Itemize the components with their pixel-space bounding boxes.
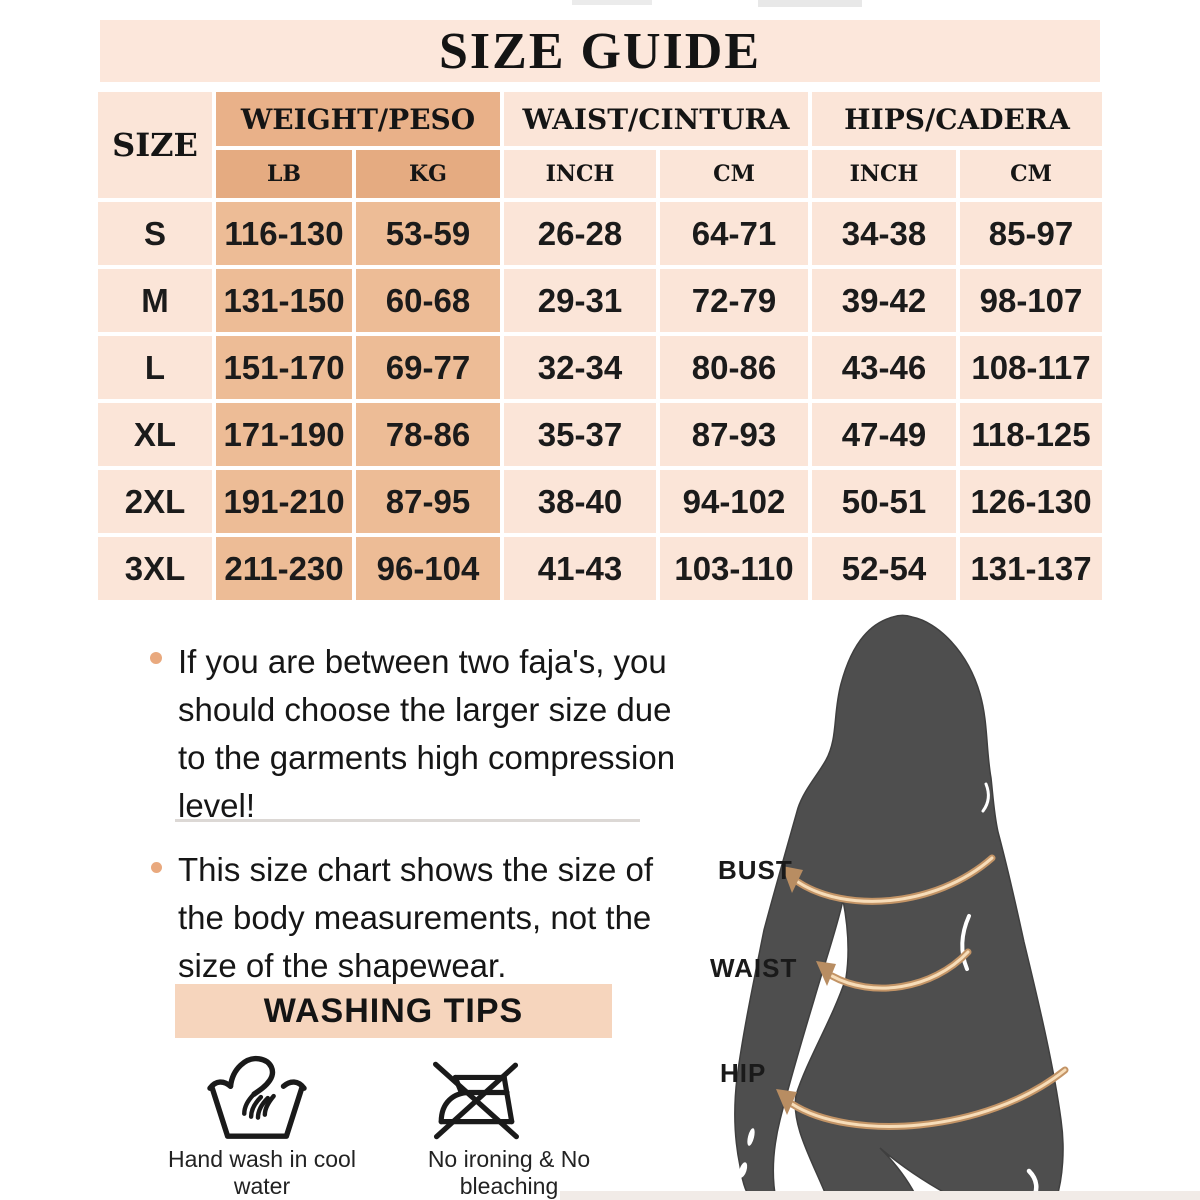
waist-label: WAIST — [710, 953, 798, 983]
hair-gap-line — [981, 782, 990, 813]
table-cell: 64-71 — [660, 202, 808, 265]
col-group-weight: WEIGHT/PESO — [216, 92, 500, 146]
arrowhead — [782, 866, 803, 893]
size-label: 2XL — [98, 470, 212, 533]
table-cell: 34-38 — [812, 202, 956, 265]
table-cell: 60-68 — [356, 269, 500, 332]
notes-divider — [175, 819, 640, 822]
hair-gap-line — [780, 744, 791, 776]
note-sizing-advice: If you are between two faja's, you shoul… — [178, 643, 676, 824]
col-header-hips-inch: INCH — [812, 150, 956, 198]
col-header-waist-inch: INCH — [504, 150, 656, 198]
table-cell: 171-190 — [216, 403, 352, 466]
size-label: 3XL — [98, 537, 212, 600]
table-cell: 69-77 — [356, 336, 500, 399]
finger-gap — [747, 1128, 755, 1146]
table-cell: 87-95 — [356, 470, 500, 533]
table-cell: 35-37 — [504, 403, 656, 466]
col-header-kg: KG — [356, 150, 500, 198]
table-cell: 32-34 — [504, 336, 656, 399]
table-cell: 50-51 — [812, 470, 956, 533]
col-group-hips: HIPS/CADERA — [812, 92, 1102, 146]
size-label: S — [98, 202, 212, 265]
female-silhouette — [734, 614, 1064, 1200]
table-cell: 118-125 — [960, 403, 1102, 466]
size-label: M — [98, 269, 212, 332]
arrowhead — [816, 961, 836, 986]
bullet-icon — [151, 862, 162, 873]
col-header-hips-cm: CM — [960, 150, 1102, 198]
finger-gap — [738, 1162, 748, 1178]
table-cell: 131-150 — [216, 269, 352, 332]
table-cell: 151-170 — [216, 336, 352, 399]
washing-tips-title: WASHING TIPS — [263, 991, 524, 1030]
hip-measure-arc — [776, 1066, 1069, 1130]
table-cell: 72-79 — [660, 269, 808, 332]
table-cell: 39-42 — [812, 269, 956, 332]
female-silhouette-figure — [734, 614, 1069, 1200]
note-body-measurements: This size chart shows the size of the bo… — [178, 851, 654, 984]
bust-measure-arc — [782, 854, 996, 905]
top-edge-artifact — [572, 0, 652, 5]
armpit-separation-line — [960, 914, 971, 971]
page-title: SIZE GUIDE — [439, 22, 761, 80]
bust-label: BUST — [718, 855, 793, 885]
table-cell: 191-210 — [216, 470, 352, 533]
table-cell: 29-31 — [504, 269, 656, 332]
table-cell: 116-130 — [216, 202, 352, 265]
table-cell: 126-130 — [960, 470, 1102, 533]
bottom-edge-strip — [560, 1191, 1200, 1200]
table-cell: 26-28 — [504, 202, 656, 265]
size-label: XL — [98, 403, 212, 466]
top-edge-artifact — [758, 0, 862, 7]
table-cell: 87-93 — [660, 403, 808, 466]
col-header-size: SIZE — [98, 92, 212, 198]
table-cell: 47-49 — [812, 403, 956, 466]
table-cell: 43-46 — [812, 336, 956, 399]
waist-measure-arc — [816, 948, 972, 992]
size-label: L — [98, 336, 212, 399]
table-cell: 103-110 — [660, 537, 808, 600]
hand-wash-icon — [207, 1056, 307, 1139]
bullet-icon — [150, 652, 162, 664]
table-cell: 52-54 — [812, 537, 956, 600]
table-cell: 98-107 — [960, 269, 1102, 332]
col-group-waist: WAIST/CINTURA — [504, 92, 808, 146]
table-cell: 85-97 — [960, 202, 1102, 265]
table-cell: 53-59 — [356, 202, 500, 265]
no-iron-icon — [432, 1061, 520, 1140]
washing-tips-banner: WASHING TIPS — [175, 984, 612, 1038]
hip-label: HIP — [720, 1058, 767, 1088]
col-header-waist-cm: CM — [660, 150, 808, 198]
no-iron-caption: No ironing & No bleaching — [427, 1146, 591, 1199]
arrowhead — [776, 1089, 797, 1115]
table-cell: 108-117 — [960, 336, 1102, 399]
table-cell: 80-86 — [660, 336, 808, 399]
title-banner: SIZE GUIDE — [100, 20, 1100, 82]
table-cell: 211-230 — [216, 537, 352, 600]
table-cell: 78-86 — [356, 403, 500, 466]
col-header-lb: LB — [216, 150, 352, 198]
table-cell: 41-43 — [504, 537, 656, 600]
table-cell: 94-102 — [660, 470, 808, 533]
hand-wash-caption: Hand wash in cool water — [168, 1146, 356, 1199]
table-cell: 96-104 — [356, 537, 500, 600]
size-table: SIZE WEIGHT/PESO WAIST/CINTURA HIPS/CADE… — [98, 92, 1102, 600]
table-cell: 38-40 — [504, 470, 656, 533]
table-cell: 131-137 — [960, 537, 1102, 600]
